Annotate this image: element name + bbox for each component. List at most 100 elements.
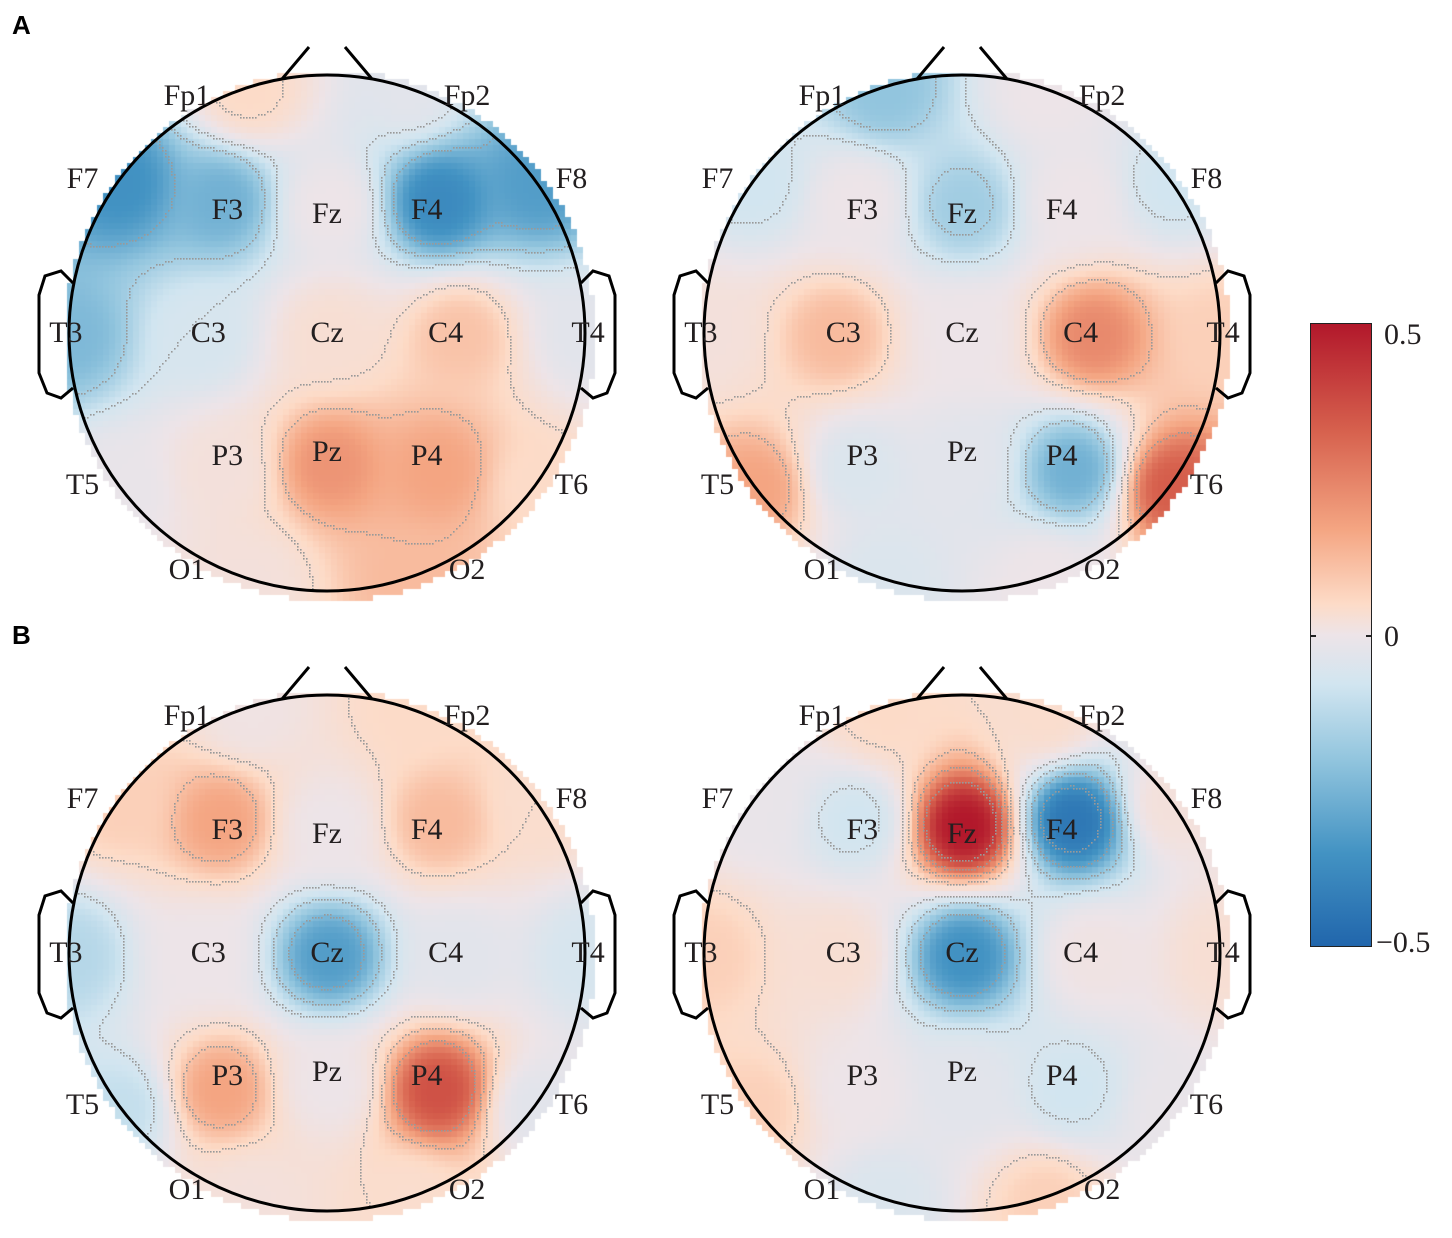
electrode-label-f8: F8: [555, 161, 588, 195]
electrode-label-f3: F3: [846, 812, 879, 846]
electrode-label-f4: F4: [410, 192, 443, 226]
electrode-label-t4: T4: [571, 316, 605, 349]
electrode-label-t5: T5: [700, 1087, 735, 1121]
electrode-label-p4: P4: [1045, 1059, 1078, 1093]
electrode-label-fz: Fz: [312, 197, 342, 231]
electrode-label-p4: P4: [410, 439, 443, 473]
left-ear-icon: [37, 889, 75, 1020]
topomap-heatmap: [680, 658, 1240, 1238]
panel-label-a: A: [12, 10, 31, 40]
electrode-label-t4: T4: [1206, 936, 1240, 969]
electrode-label-f7: F7: [701, 161, 734, 195]
electrode-label-cz: Cz: [945, 316, 979, 349]
head-outline: [37, 46, 617, 593]
electrode-label-o2: O2: [448, 1173, 486, 1207]
electrode-label-cz: Cz: [310, 936, 344, 969]
topomap-heatmap: [45, 658, 605, 1238]
electrode-label-f3: F3: [846, 192, 879, 226]
electrode-label-t6: T6: [1189, 1087, 1224, 1121]
electrode-label-pz: Pz: [312, 434, 342, 468]
topomap-a-left: Fp1 Fp2 F7 F3 Fz F4 F8 T3 C3 Cz C4 T4 T5 P3 Pz P4 T6 O1 O2: [37, 38, 617, 618]
electrode-label-t4: T4: [1206, 316, 1240, 349]
contour-lines: [78, 698, 536, 1207]
colorbar-mid-label: 0: [1384, 620, 1399, 653]
panel-label-b: B: [12, 620, 31, 650]
electrode-label-c4: C4: [1063, 936, 1099, 969]
electrode-label-f4: F4: [1045, 812, 1078, 846]
electrode-label-f7: F7: [66, 781, 99, 815]
electrode-label-c3: C3: [190, 316, 226, 349]
electrode-label-f8: F8: [1190, 781, 1223, 815]
left-ear-icon: [672, 889, 710, 1020]
electrode-label-f4: F4: [410, 812, 443, 846]
electrode-label-f7: F7: [66, 161, 99, 195]
electrode-label-o2: O2: [1083, 553, 1121, 587]
nose-icon: [280, 666, 374, 700]
electrode-label-p3: P3: [846, 439, 879, 473]
electrode-label-fz: Fz: [947, 817, 977, 851]
electrode-label-fp2: Fp2: [1078, 78, 1126, 112]
electrode-label-fz: Fz: [947, 197, 977, 231]
right-ear-icon: [579, 269, 617, 400]
electrode-label-t6: T6: [1189, 467, 1224, 501]
left-ear-icon: [672, 269, 710, 400]
electrode-label-cz: Cz: [310, 316, 344, 349]
right-ear-icon: [1214, 269, 1252, 400]
electrode-label-fp2: Fp2: [443, 78, 491, 112]
electrode-label-f8: F8: [555, 781, 588, 815]
right-ear-icon: [1214, 889, 1252, 1020]
electrode-label-f4: F4: [1045, 192, 1078, 226]
electrode-label-t6: T6: [554, 467, 589, 501]
colorbar: [1310, 323, 1372, 947]
electrode-label-fp2: Fp2: [443, 698, 491, 732]
electrode-label-o2: O2: [1083, 1173, 1121, 1207]
electrode-label-p4: P4: [410, 1059, 443, 1093]
electrode-label-fp1: Fp1: [798, 78, 846, 112]
electrode-label-o1: O1: [168, 553, 206, 587]
electrode-label-o1: O1: [168, 1173, 206, 1207]
electrode-label-t3: T3: [49, 936, 83, 969]
electrode-label-fp2: Fp2: [1078, 698, 1126, 732]
electrode-label-o2: O2: [448, 553, 486, 587]
colorbar-min-label: −0.5: [1376, 926, 1431, 959]
electrode-label-o1: O1: [803, 1173, 841, 1207]
electrode-label-p3: P3: [846, 1059, 879, 1093]
electrode-label-c3: C3: [190, 936, 226, 969]
electrode-label-t3: T3: [684, 316, 718, 349]
electrode-label-pz: Pz: [312, 1054, 342, 1088]
electrode-label-c4: C4: [1063, 316, 1099, 349]
electrode-label-fp1: Fp1: [798, 698, 846, 732]
electrode-label-c3: C3: [825, 936, 861, 969]
electrode-label-pz: Pz: [947, 1054, 977, 1088]
nose-icon: [915, 46, 1009, 80]
head-outline: [672, 46, 1252, 593]
electrode-label-t6: T6: [554, 1087, 589, 1121]
topomap-a-right: Fp1 Fp2 F7 F3 Fz F4 F8 T3 C3 Cz C4 T4 T5 P3 Pz P4 T6 O1 O2: [672, 38, 1252, 618]
colorbar-max-label: 0.5: [1384, 318, 1422, 351]
colorbar-zero-tick-right: [1366, 635, 1372, 637]
electrode-label-pz: Pz: [947, 434, 977, 468]
right-ear-icon: [579, 889, 617, 1020]
nose-icon: [280, 46, 374, 80]
electrode-label-t3: T3: [684, 936, 718, 969]
electrode-label-p3: P3: [211, 1059, 244, 1093]
electrode-label-c4: C4: [428, 316, 464, 349]
electrode-label-f7: F7: [701, 781, 734, 815]
topomap-b-right: Fp1 Fp2 F7 F3 Fz F4 F8 T3 C3 Cz C4 T4 T5 P3 Pz P4 T6 O1 O2: [672, 658, 1252, 1238]
nose-icon: [915, 666, 1009, 700]
electrode-label-fp1: Fp1: [163, 78, 211, 112]
electrode-label-t3: T3: [49, 316, 83, 349]
electrode-label-t4: T4: [571, 936, 605, 969]
electrode-label-p3: P3: [211, 439, 244, 473]
electrode-label-cz: Cz: [945, 936, 979, 969]
electrode-label-f3: F3: [211, 192, 244, 226]
electrode-label-f8: F8: [1190, 161, 1223, 195]
topomap-heatmap: [680, 38, 1240, 618]
electrode-label-t5: T5: [65, 467, 100, 501]
left-ear-icon: [37, 269, 75, 400]
head-circle: [702, 73, 1222, 593]
topomap-heatmap: [45, 38, 605, 618]
electrode-label-fz: Fz: [312, 817, 342, 851]
electrode-label-fp1: Fp1: [163, 698, 211, 732]
colorbar-zero-tick-left: [1310, 635, 1316, 637]
